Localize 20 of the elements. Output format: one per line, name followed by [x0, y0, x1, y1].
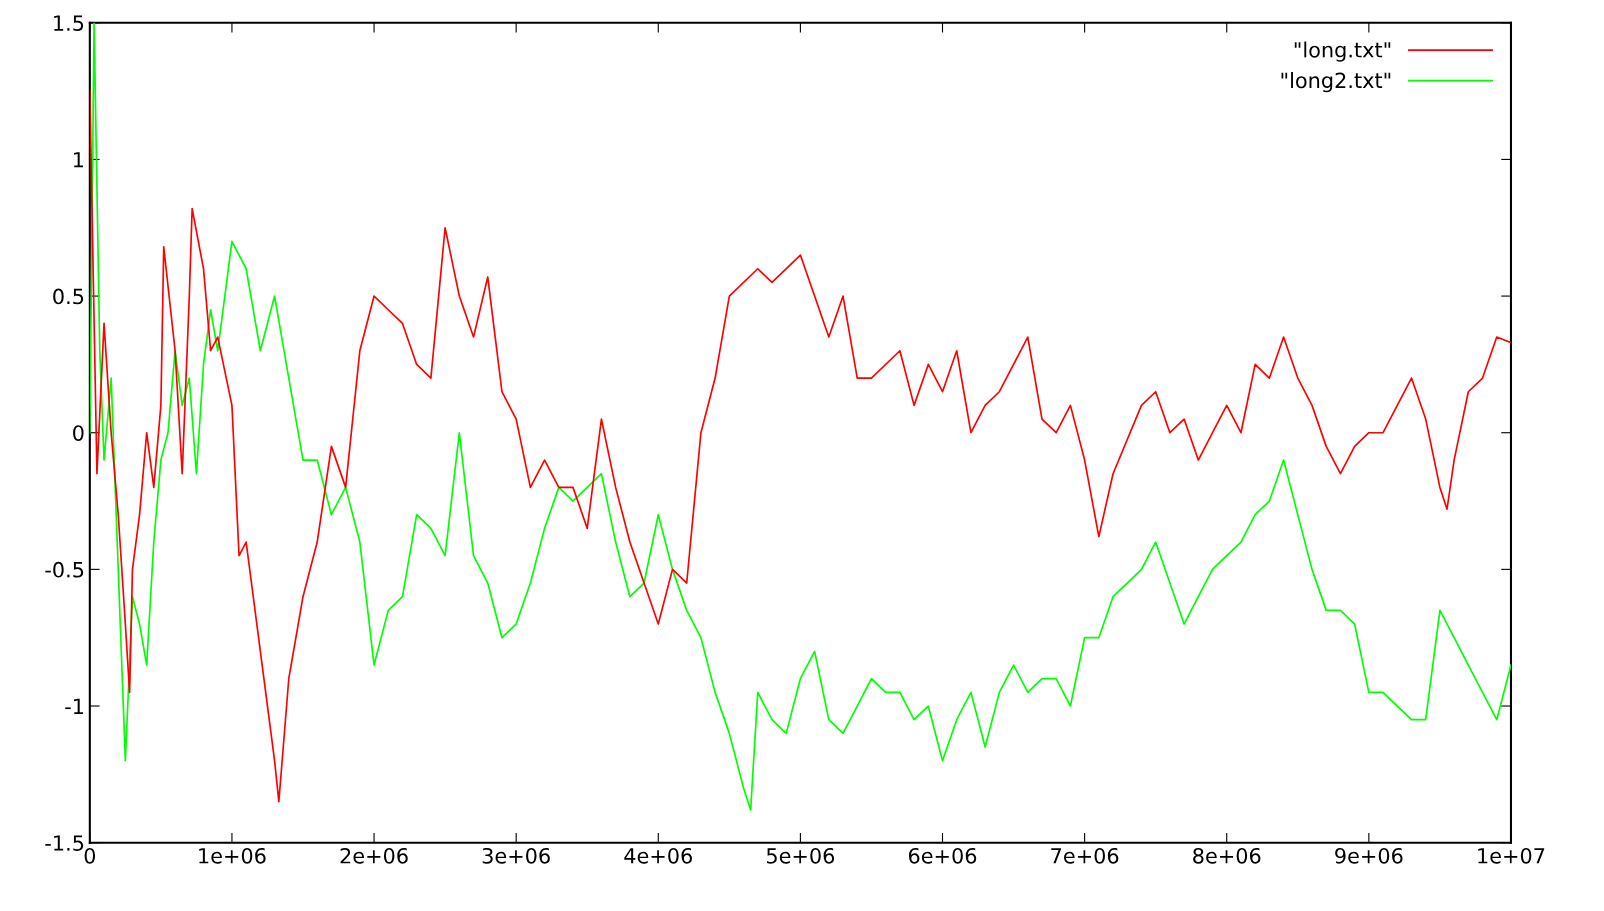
x-tick-label: 0 — [84, 847, 96, 864]
x-tick-label: 1e+06 — [199, 847, 266, 864]
y-tick-label: 0 — [73, 425, 84, 441]
x-tick-label: 2e+06 — [340, 847, 408, 864]
x-tick-label: 5e+06 — [766, 847, 835, 864]
y-tick-label: -0.5 — [45, 561, 84, 578]
x-tick-label: 7e+06 — [1051, 847, 1119, 864]
x-tick-label: 4e+06 — [624, 847, 692, 864]
x-tick-label: 6e+06 — [908, 847, 977, 864]
x-tick-label: 3e+06 — [482, 847, 550, 864]
x-tick-label: 8e+06 — [1193, 847, 1261, 864]
y-tick-label: -1 — [65, 698, 84, 714]
y-tick-label: 1 — [74, 152, 84, 168]
x-tick-label: 1e+07 — [1478, 847, 1545, 864]
y-tick-label: -1.5 — [45, 835, 84, 851]
legend-label: "long2.txt" — [1281, 72, 1391, 93]
x-tick-label: 9e+06 — [1335, 847, 1403, 864]
y-tick-label: 0.5 — [53, 288, 84, 305]
y-tick-label: 1.5 — [54, 15, 84, 31]
legend-label: "long.txt" — [1294, 41, 1391, 62]
